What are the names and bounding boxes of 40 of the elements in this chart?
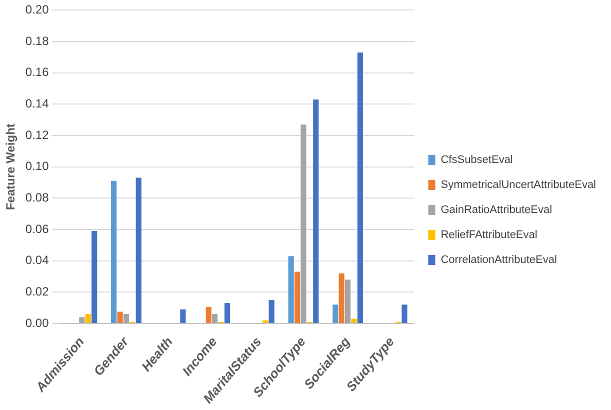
bar bbox=[344, 280, 351, 323]
bar bbox=[180, 309, 186, 323]
bar bbox=[351, 318, 357, 323]
legend-label: ReliefFAttributeEval bbox=[440, 229, 538, 242]
y-tick-label: 0.04 bbox=[25, 253, 50, 268]
y-tick-label: 0.06 bbox=[25, 222, 50, 236]
bar bbox=[402, 304, 408, 323]
bar bbox=[268, 300, 274, 323]
bar bbox=[123, 314, 130, 323]
bar bbox=[111, 180, 117, 323]
y-tick-label: 0.00 bbox=[25, 316, 50, 330]
bar bbox=[117, 312, 123, 323]
y-tick-label: 0.02 bbox=[25, 284, 50, 298]
bar bbox=[136, 178, 142, 323]
bar bbox=[206, 306, 212, 323]
bar bbox=[313, 99, 319, 323]
y-tick-label: 0.14 bbox=[25, 96, 50, 110]
bar bbox=[224, 303, 230, 323]
bar bbox=[85, 314, 91, 323]
y-tick-label: 0.08 bbox=[25, 190, 50, 204]
bar bbox=[262, 320, 268, 323]
legend-label: SymmetricalUncertAttributeEval bbox=[440, 179, 596, 192]
bar bbox=[79, 317, 85, 323]
bar bbox=[338, 273, 344, 323]
y-tick-label: 0.10 bbox=[25, 159, 50, 174]
legend-label: GainRatioAttributeEval bbox=[440, 204, 552, 216]
bar bbox=[300, 124, 306, 323]
y-tick-label: 0.18 bbox=[25, 34, 50, 48]
legend-label: CorrelationAttributeEval bbox=[440, 254, 557, 266]
bar bbox=[294, 272, 300, 323]
y-tick-label: 0.12 bbox=[25, 128, 50, 142]
bar bbox=[212, 314, 218, 323]
y-axis-title: Feature Weight bbox=[4, 124, 18, 210]
bar bbox=[288, 256, 294, 323]
bar bbox=[92, 231, 98, 323]
legend-label: CfsSubsetEval bbox=[440, 154, 513, 166]
y-tick-label: 0.16 bbox=[25, 65, 50, 80]
bar bbox=[332, 304, 338, 323]
y-tick-label: 0.20 bbox=[25, 2, 50, 17]
bar bbox=[357, 52, 363, 323]
